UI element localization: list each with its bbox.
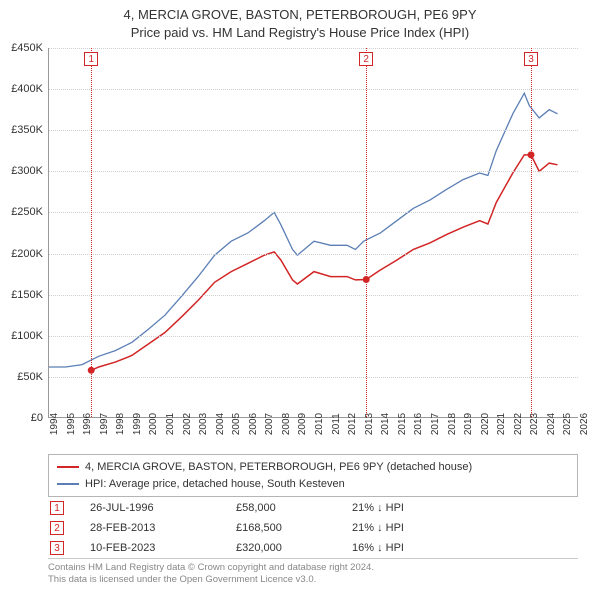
x-axis-label: 2004 [215,413,226,435]
title-line-2: Price paid vs. HM Land Registry's House … [0,24,600,42]
y-axis-label: £300K [11,165,43,177]
marker-box-3: 3 [524,52,538,66]
legend-label: 4, MERCIA GROVE, BASTON, PETERBOROUGH, P… [85,459,472,476]
legend-label: HPI: Average price, detached house, Sout… [85,476,345,493]
attribution-line-1: Contains HM Land Registry data © Crown c… [48,562,578,574]
plot-area: £0£50K£100K£150K£200K£250K£300K£350K£400… [48,48,578,418]
x-axis-label: 2010 [314,413,325,435]
x-axis-label: 2015 [397,413,408,435]
title-line-1: 4, MERCIA GROVE, BASTON, PETERBOROUGH, P… [0,6,600,24]
y-axis-label: £150K [11,289,43,301]
sale-row-3: 3 10-FEB-2023 £320,000 16% ↓ HPI [48,538,578,558]
x-axis-label: 2022 [513,413,524,435]
x-axis-label: 2008 [281,413,292,435]
y-gridline [49,212,578,213]
y-axis-label: £350K [11,124,43,136]
sale-marker-2: 2 [50,521,64,535]
y-axis-label: £250K [11,206,43,218]
x-axis-label: 1994 [49,413,60,435]
y-gridline [49,89,578,90]
x-axis-label: 2020 [480,413,491,435]
x-axis-label: 2000 [148,413,159,435]
marker-box-1: 1 [84,52,98,66]
attribution: Contains HM Land Registry data © Crown c… [48,558,578,586]
y-gridline [49,336,578,337]
x-axis-label: 2024 [546,413,557,435]
sale-price: £58,000 [236,502,326,514]
y-gridline [49,48,578,49]
sale-hpi: 21% ↓ HPI [352,502,472,514]
marker-line-1 [91,48,92,417]
x-axis-label: 2002 [182,413,193,435]
legend-swatch [57,483,79,485]
chart-container: 4, MERCIA GROVE, BASTON, PETERBOROUGH, P… [0,0,600,590]
y-axis-label: £450K [11,42,43,54]
sale-date: 26-JUL-1996 [90,502,210,514]
x-axis-label: 2017 [430,413,441,435]
sale-price: £320,000 [236,542,326,554]
y-axis-label: £400K [11,83,43,95]
marker-box-2: 2 [359,52,373,66]
y-axis-label: £50K [17,371,43,383]
x-axis-label: 2006 [248,413,259,435]
x-axis-label: 1999 [132,413,143,435]
sale-hpi: 16% ↓ HPI [352,542,472,554]
x-axis-label: 2007 [264,413,275,435]
attribution-line-2: This data is licensed under the Open Gov… [48,574,578,586]
y-axis-label: £100K [11,330,43,342]
y-gridline [49,377,578,378]
marker-line-3 [531,48,532,417]
x-axis-label: 2011 [331,413,342,435]
sales-table: 1 26-JUL-1996 £58,000 21% ↓ HPI 2 28-FEB-2013… [48,498,578,558]
sale-marker-1: 1 [50,501,64,515]
x-axis-label: 2003 [198,413,209,435]
x-axis-label: 2019 [463,413,474,435]
x-axis-label: 2021 [496,413,507,435]
legend-swatch [57,466,79,468]
sale-date: 10-FEB-2023 [90,542,210,554]
y-gridline [49,254,578,255]
sale-price: £168,500 [236,522,326,534]
x-axis-label: 1997 [99,413,110,435]
legend-row: 4, MERCIA GROVE, BASTON, PETERBOROUGH, P… [57,459,569,476]
x-axis-label: 2014 [380,413,391,435]
x-axis-label: 2009 [297,413,308,435]
sale-row-2: 2 28-FEB-2013 £168,500 21% ↓ HPI [48,518,578,538]
title-block: 4, MERCIA GROVE, BASTON, PETERBOROUGH, P… [0,0,600,41]
sale-hpi: 21% ↓ HPI [352,522,472,534]
x-axis-label: 2012 [347,413,358,435]
y-gridline [49,171,578,172]
y-axis-label: £200K [11,248,43,260]
x-axis-label: 2018 [447,413,458,435]
x-axis-label: 1995 [66,413,77,435]
sale-date: 28-FEB-2013 [90,522,210,534]
legend: 4, MERCIA GROVE, BASTON, PETERBOROUGH, P… [48,454,578,497]
plot-svg [49,48,579,418]
sale-row-1: 1 26-JUL-1996 £58,000 21% ↓ HPI [48,498,578,518]
legend-row: HPI: Average price, detached house, Sout… [57,476,569,493]
marker-line-2 [366,48,367,417]
x-axis-label: 2005 [231,413,242,435]
sale-marker-3: 3 [50,541,64,555]
y-gridline [49,130,578,131]
y-axis-label: £0 [31,412,43,424]
series-property [91,155,557,370]
x-axis-label: 2001 [165,413,176,435]
x-axis-label: 2016 [413,413,424,435]
x-axis-label: 2026 [579,413,590,435]
x-axis-label: 1998 [115,413,126,435]
y-gridline [49,295,578,296]
x-axis-label: 2025 [562,413,573,435]
series-hpi [49,93,558,367]
